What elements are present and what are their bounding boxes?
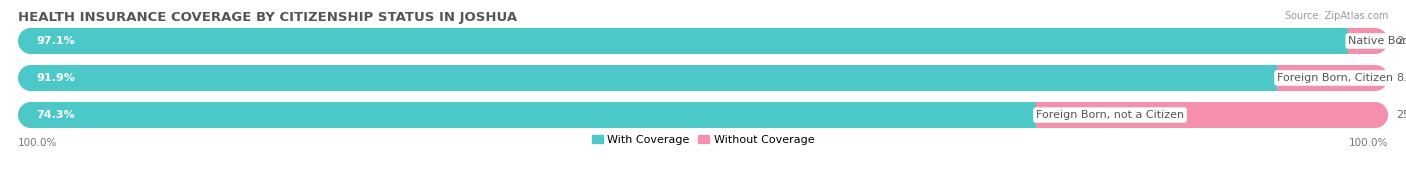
Bar bbox=[31, 28, 1375, 54]
Wedge shape bbox=[1375, 65, 1388, 91]
Wedge shape bbox=[18, 28, 31, 54]
Bar bbox=[31, 28, 1348, 54]
Text: 2.9%: 2.9% bbox=[1396, 36, 1406, 46]
Wedge shape bbox=[1375, 28, 1388, 54]
Wedge shape bbox=[1375, 28, 1388, 54]
Bar bbox=[31, 102, 1375, 128]
Text: 100.0%: 100.0% bbox=[18, 138, 58, 148]
Wedge shape bbox=[1375, 65, 1388, 91]
Text: Foreign Born, not a Citizen: Foreign Born, not a Citizen bbox=[1036, 110, 1184, 120]
Text: 8.1%: 8.1% bbox=[1396, 73, 1406, 83]
Text: 91.9%: 91.9% bbox=[37, 73, 75, 83]
Bar bbox=[31, 65, 1375, 91]
Legend: With Coverage, Without Coverage: With Coverage, Without Coverage bbox=[588, 131, 818, 150]
Bar bbox=[1348, 28, 1375, 54]
Text: 97.1%: 97.1% bbox=[37, 36, 75, 46]
Wedge shape bbox=[1375, 102, 1388, 128]
Bar bbox=[31, 102, 1036, 128]
Wedge shape bbox=[1375, 102, 1388, 128]
Text: Source: ZipAtlas.com: Source: ZipAtlas.com bbox=[1285, 11, 1388, 21]
Text: 74.3%: 74.3% bbox=[37, 110, 75, 120]
Text: Foreign Born, Citizen: Foreign Born, Citizen bbox=[1277, 73, 1393, 83]
Wedge shape bbox=[18, 65, 31, 91]
Wedge shape bbox=[18, 65, 31, 91]
Text: 100.0%: 100.0% bbox=[1348, 138, 1388, 148]
Bar bbox=[1036, 102, 1375, 128]
Text: 25.7%: 25.7% bbox=[1396, 110, 1406, 120]
Wedge shape bbox=[18, 102, 31, 128]
Text: Native Born: Native Born bbox=[1348, 36, 1406, 46]
Wedge shape bbox=[18, 28, 31, 54]
Bar bbox=[31, 65, 1277, 91]
Text: HEALTH INSURANCE COVERAGE BY CITIZENSHIP STATUS IN JOSHUA: HEALTH INSURANCE COVERAGE BY CITIZENSHIP… bbox=[18, 11, 517, 24]
Wedge shape bbox=[18, 102, 31, 128]
Bar bbox=[1277, 65, 1375, 91]
